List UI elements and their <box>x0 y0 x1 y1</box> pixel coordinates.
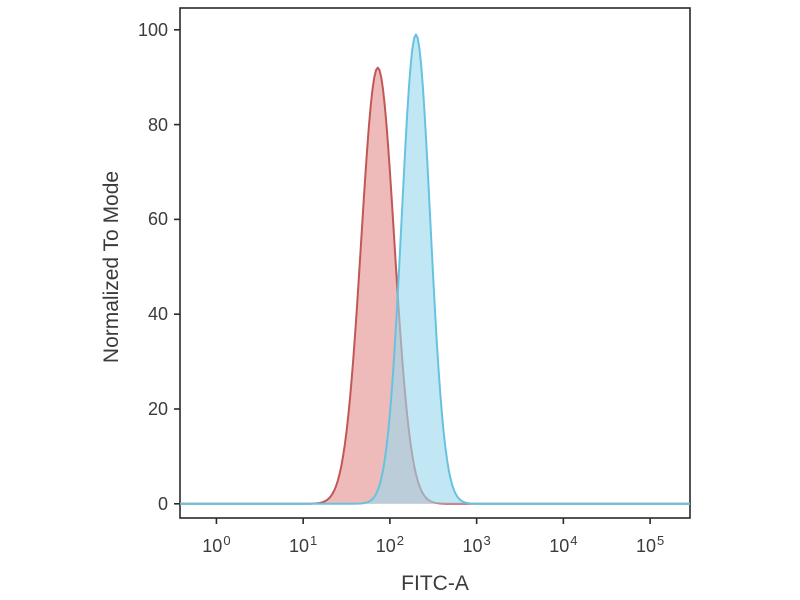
x-tick-label: 104 <box>533 530 593 557</box>
y-tick-label: 100 <box>137 19 168 40</box>
x-tick-exponent: 0 <box>223 533 231 548</box>
x-tick-label: 102 <box>360 530 420 557</box>
x-tick-exponent: 3 <box>483 533 491 548</box>
x-tick-base: 10 <box>202 536 223 556</box>
y-tick-label: 0 <box>157 493 168 514</box>
plot-border <box>179 7 691 519</box>
x-tick-exponent: 5 <box>656 533 665 548</box>
y-tick-label: 40 <box>147 304 168 325</box>
y-axis-title: Normalized To Mode <box>100 170 123 364</box>
x-tick-label: 101 <box>273 530 333 557</box>
y-tick-label: 80 <box>147 114 168 135</box>
x-tick-exponent: 4 <box>570 533 578 548</box>
x-tick-label: 100 <box>186 530 246 557</box>
x-tick-base: 10 <box>462 536 483 556</box>
x-axis-title: FITC-A <box>401 572 469 595</box>
x-tick-exponent: 1 <box>310 533 318 548</box>
x-tick-base: 10 <box>289 536 310 556</box>
y-tick-label: 20 <box>147 398 168 419</box>
y-tick-label: 60 <box>147 209 168 230</box>
x-tick-base: 10 <box>375 536 396 556</box>
x-tick-base: 10 <box>549 536 570 556</box>
x-tick-label: 105 <box>620 530 680 557</box>
x-tick-label: 103 <box>447 530 507 557</box>
blue-population-fill <box>180 34 690 504</box>
x-tick-exponent: 2 <box>396 533 405 548</box>
x-tick-base: 10 <box>635 536 656 556</box>
blue-population-curve <box>180 33 690 505</box>
